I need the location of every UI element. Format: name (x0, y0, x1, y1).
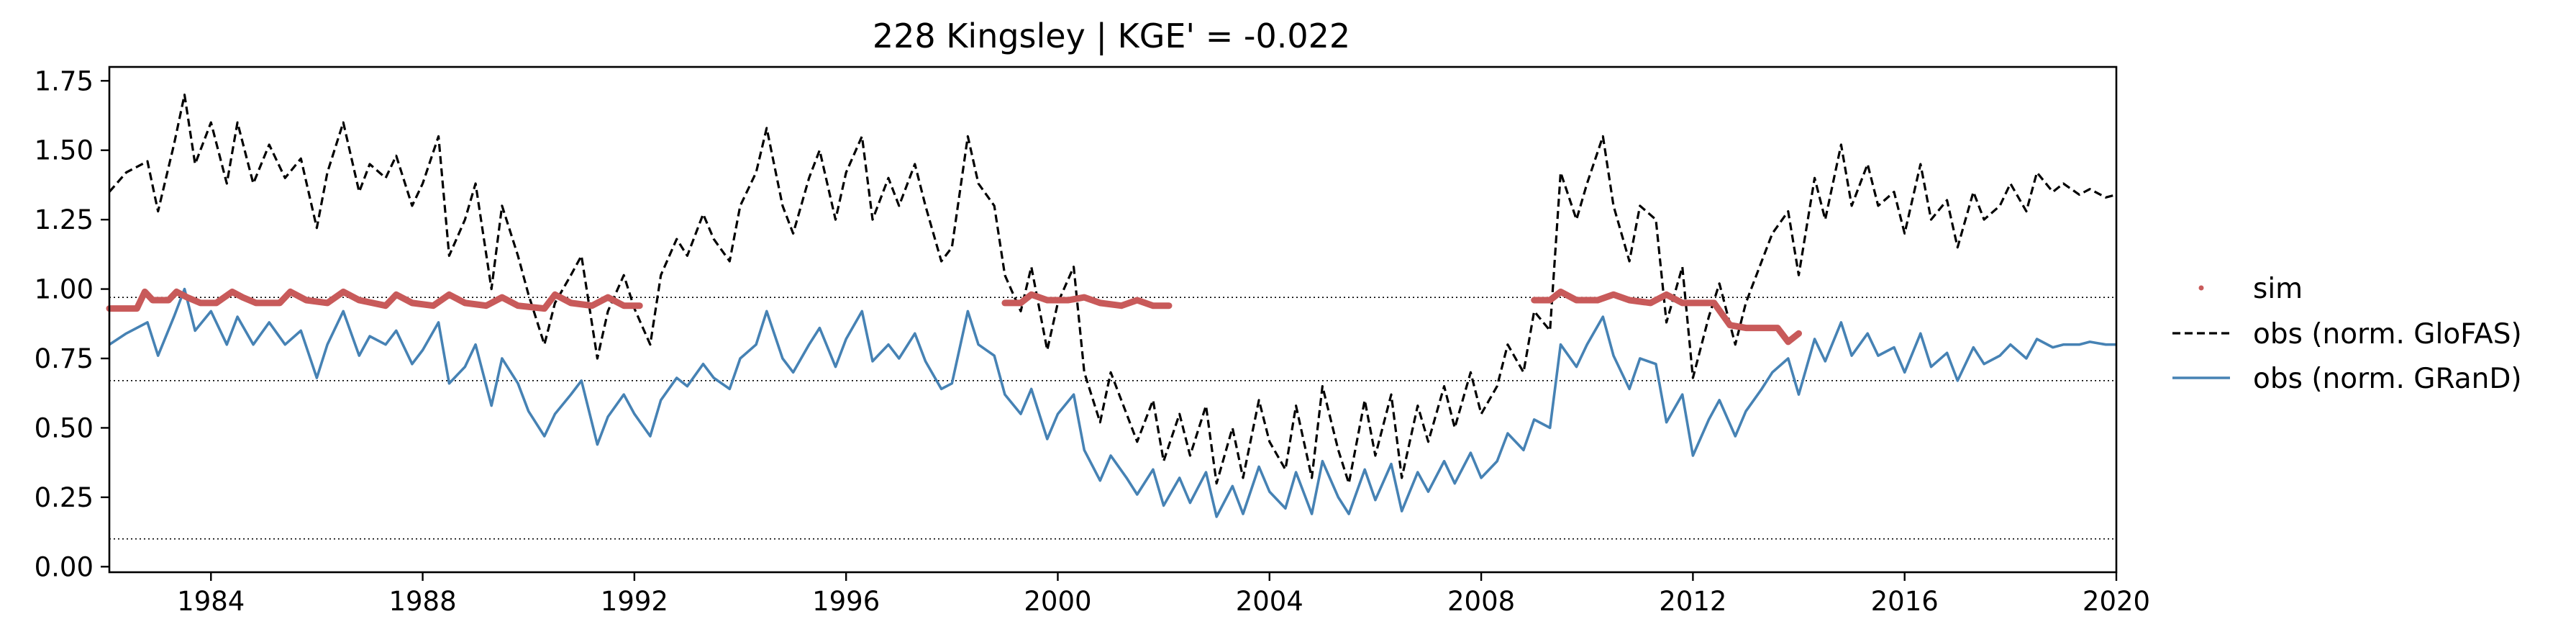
chart-title: 228 Kingsley | KGE' = -0.022 (873, 17, 1350, 56)
y-tick-label-0: 0.00 (35, 551, 94, 582)
y-axis: 0.00 0.25 0.50 0.75 1.00 1.25 1.50 1.75 (35, 65, 109, 582)
x-tick-label-2020: 2020 (2083, 586, 2150, 617)
x-tick-label-1996: 1996 (812, 586, 880, 617)
series-sim-segment-0 (106, 288, 643, 312)
legend-label-0: sim (2253, 273, 2303, 305)
plot-frame (108, 65, 2118, 574)
series-layer (106, 94, 2117, 518)
series-sim-segment-2 (1531, 288, 1802, 345)
y-tick-label-7: 1.75 (35, 65, 94, 96)
y-tick-label-5: 1.25 (35, 204, 94, 235)
x-tick-label-1984: 1984 (177, 586, 245, 617)
series-line-grand (109, 287, 2116, 518)
y-tick-label-2: 0.50 (35, 412, 94, 443)
x-tick-label-1992: 1992 (601, 586, 668, 617)
legend-label-1: obs (norm. GloFAS) (2253, 318, 2522, 351)
y-tick-label-4: 1.00 (35, 274, 94, 305)
series-sim-segment-1 (1001, 291, 1173, 310)
legend: sim obs (norm. GloFAS) obs (norm. GRanD) (2172, 273, 2522, 395)
x-tick-label-2008: 2008 (1447, 586, 1515, 617)
legend-marker-sim (2198, 285, 2204, 291)
y-tick-label-6: 1.50 (35, 135, 94, 166)
series-line-glofas (108, 94, 2117, 485)
x-tick-label-2000: 2000 (1024, 586, 1091, 617)
x-tick-label-2016: 2016 (1871, 586, 1939, 617)
y-tick-label-3: 0.75 (35, 343, 94, 374)
y-tick-label-1: 0.25 (35, 482, 94, 513)
x-tick-label-2004: 2004 (1236, 586, 1303, 617)
x-tick-label-2012: 2012 (1659, 586, 1726, 617)
reference-lines (109, 297, 2116, 540)
legend-label-2: obs (norm. GRanD) (2253, 363, 2522, 395)
x-tick-label-1988: 1988 (388, 586, 456, 617)
x-axis: 1984 1988 1992 1996 2000 2004 2008 2012 2016 2020 (177, 572, 2150, 617)
